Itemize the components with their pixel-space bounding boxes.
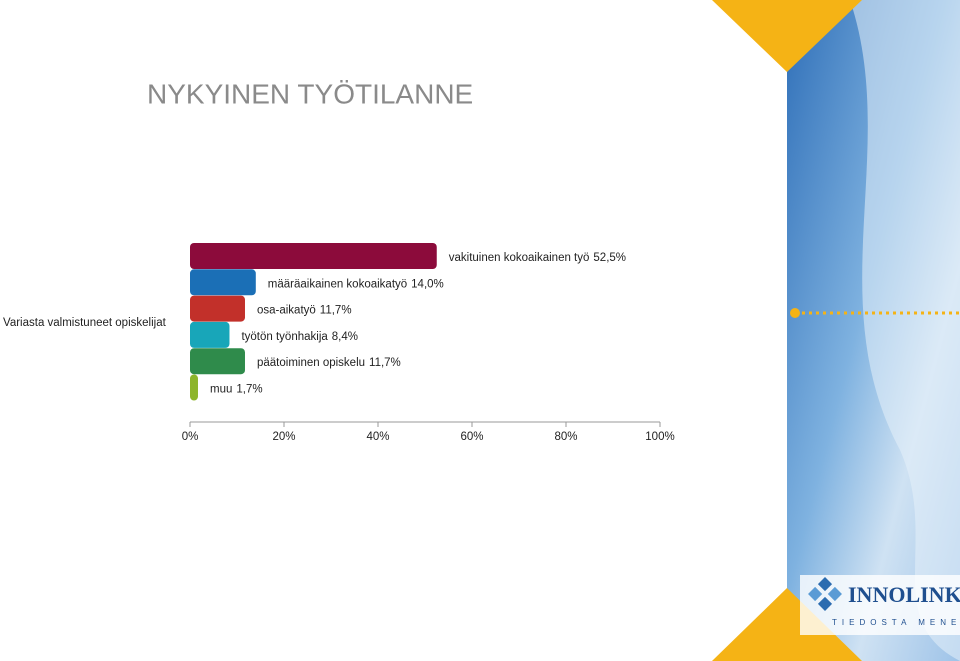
value-label: 11,7% bbox=[320, 305, 352, 317]
chart-title: NYKYINEN TYÖTILANNE bbox=[147, 78, 473, 109]
series-name: päätoiminen opiskelu bbox=[257, 357, 365, 369]
bar bbox=[190, 321, 230, 348]
data-label: työtön työnhakija 8,4% bbox=[241, 331, 358, 343]
data-label: vakituinen kokoaikainen työ 52,5% bbox=[449, 252, 626, 264]
value-label: 1,7% bbox=[236, 384, 262, 396]
series-name: muu bbox=[210, 384, 232, 396]
bar bbox=[190, 269, 256, 296]
cloud bbox=[850, 0, 960, 661]
series-name: osa-aikatyö bbox=[257, 305, 316, 317]
data-label: määräaikainen kokoaikatyö 14,0% bbox=[268, 278, 444, 290]
value-label: 11,7% bbox=[369, 357, 401, 369]
x-tick-label: 60% bbox=[460, 431, 483, 443]
corner-triangle bbox=[712, 0, 862, 72]
category-label: Variasta valmistuneet opiskelijat bbox=[3, 317, 167, 329]
x-tick-label: 80% bbox=[554, 431, 577, 443]
logo-tagline: TIEDOSTA MENESTYS bbox=[832, 618, 960, 627]
value-label: 52,5% bbox=[593, 252, 626, 264]
x-tick-label: 20% bbox=[272, 431, 295, 443]
dot bbox=[790, 308, 800, 318]
value-label: 14,0% bbox=[411, 278, 444, 290]
data-label: osa-aikatyö 11,7% bbox=[257, 305, 352, 317]
x-tick-label: 100% bbox=[645, 431, 674, 443]
bar bbox=[190, 374, 198, 401]
bar bbox=[190, 348, 245, 375]
data-label: muu 1,7% bbox=[210, 384, 263, 396]
bar bbox=[190, 295, 245, 322]
logo-name: INNOLINK bbox=[848, 582, 960, 607]
x-tick-label: 40% bbox=[366, 431, 389, 443]
x-tick-label: 0% bbox=[182, 431, 199, 443]
series-name: vakituinen kokoaikainen työ bbox=[449, 252, 590, 264]
value-label: 8,4% bbox=[332, 331, 358, 343]
bar bbox=[190, 243, 437, 269]
series-name: työtön työnhakija bbox=[241, 331, 328, 343]
corner-triangle bbox=[712, 588, 862, 661]
series-name: määräaikainen kokoaikatyö bbox=[268, 278, 407, 290]
data-label: päätoiminen opiskelu 11,7% bbox=[257, 357, 401, 369]
